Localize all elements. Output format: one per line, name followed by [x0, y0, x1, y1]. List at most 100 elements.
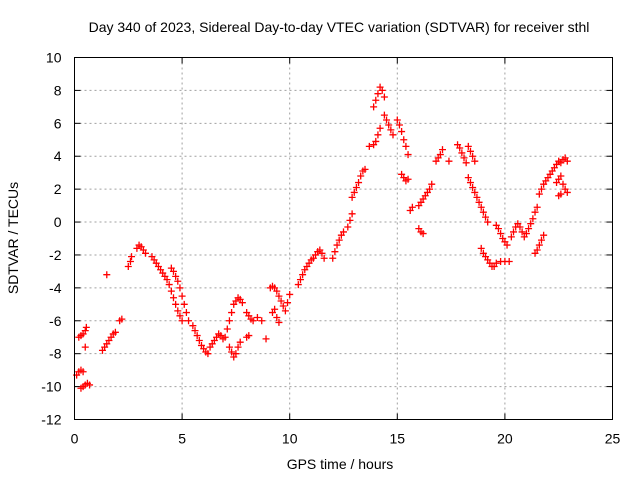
y-tick-label: 4 — [54, 148, 62, 164]
data-point — [355, 179, 363, 187]
data-point — [82, 323, 90, 331]
y-tick-label: -12 — [41, 412, 61, 428]
data-point — [279, 302, 287, 310]
data-point — [365, 142, 373, 150]
y-tick-label: 6 — [54, 115, 62, 131]
data-point — [357, 172, 365, 180]
data-point — [193, 332, 201, 340]
data-point — [174, 307, 182, 315]
data-point — [81, 327, 89, 335]
data-point — [471, 188, 479, 196]
data-point — [372, 96, 380, 104]
data-point — [533, 246, 541, 254]
data-point — [178, 292, 186, 300]
data-point — [529, 215, 537, 223]
data-point — [271, 305, 279, 313]
data-point — [462, 159, 470, 167]
data-point — [395, 121, 403, 129]
data-point — [320, 254, 328, 262]
data-point — [284, 299, 292, 307]
data-point — [275, 292, 283, 300]
data-point — [344, 223, 352, 231]
data-point — [245, 332, 253, 340]
data-point — [86, 381, 94, 389]
data-point — [329, 254, 337, 262]
data-point — [277, 297, 285, 305]
y-tick-label: -8 — [49, 346, 62, 362]
data-point — [557, 172, 565, 180]
data-point — [458, 149, 466, 157]
data-point — [559, 180, 567, 188]
data-point — [180, 300, 188, 308]
data-point — [273, 313, 281, 321]
data-point — [176, 312, 184, 320]
data-point — [436, 151, 444, 159]
data-point — [563, 188, 571, 196]
data-point — [533, 203, 541, 211]
data-point — [172, 272, 180, 280]
data-point — [426, 185, 434, 193]
data-point — [510, 228, 518, 236]
data-point — [464, 174, 472, 182]
data-point — [387, 126, 395, 134]
data-point — [236, 338, 244, 346]
data-point — [563, 157, 571, 165]
data-point — [507, 233, 515, 241]
data-point — [482, 213, 490, 221]
x-axis-label: GPS time / hours — [287, 456, 394, 472]
data-point — [404, 175, 412, 183]
data-point — [232, 350, 240, 358]
data-point — [479, 208, 487, 216]
data-point — [557, 190, 565, 198]
data-point — [404, 151, 412, 159]
data-point — [275, 318, 283, 326]
data-point — [460, 154, 468, 162]
y-axis-label: SDTVAR / TECUs — [5, 182, 21, 294]
data-point — [262, 335, 270, 343]
y-tick-label: 0 — [54, 214, 62, 230]
data-point — [348, 193, 356, 201]
data-point — [350, 188, 358, 196]
data-point — [331, 248, 339, 256]
data-point — [525, 225, 533, 233]
x-tick-label: 0 — [71, 431, 79, 447]
data-point — [124, 262, 132, 270]
data-point — [380, 111, 388, 119]
data-point — [428, 180, 436, 188]
data-point — [238, 299, 246, 307]
data-point — [174, 277, 182, 285]
data-point — [318, 249, 326, 257]
data-point — [393, 116, 401, 124]
y-tick-label: 10 — [46, 50, 62, 66]
data-point — [531, 208, 539, 216]
data-point — [333, 241, 341, 249]
grid — [74, 57, 613, 420]
data-point — [484, 218, 492, 226]
data-point — [79, 368, 87, 376]
data-point — [128, 253, 136, 261]
x-tick-label: 20 — [497, 431, 513, 447]
data-point — [385, 121, 393, 129]
data-point — [178, 317, 186, 325]
data-point — [228, 309, 236, 317]
data-point — [176, 284, 184, 292]
y-tick-label: 8 — [54, 82, 62, 98]
data-point — [118, 315, 126, 323]
data-point — [469, 183, 477, 191]
y-tick-label: -4 — [49, 280, 62, 296]
data-point — [163, 276, 171, 284]
data-point — [505, 258, 513, 266]
data-point — [522, 230, 530, 238]
data-point — [204, 350, 212, 358]
data-point — [81, 343, 89, 351]
data-point — [191, 327, 199, 335]
data-point — [400, 136, 408, 144]
data-point — [537, 236, 545, 244]
x-tick-label: 15 — [390, 431, 406, 447]
data-point — [540, 231, 548, 239]
data-point — [126, 258, 134, 266]
data-point — [167, 287, 175, 295]
data-point — [477, 203, 485, 211]
data-point — [294, 281, 302, 289]
data-point — [518, 228, 526, 236]
